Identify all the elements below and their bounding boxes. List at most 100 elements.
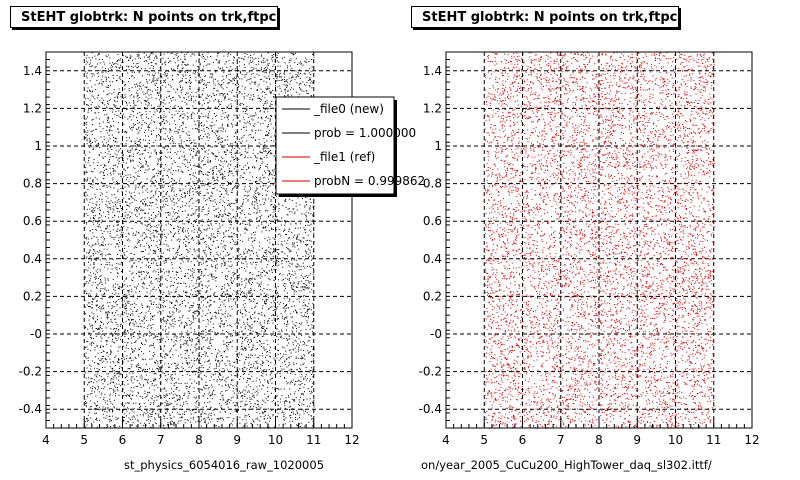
data-point (123, 406, 125, 408)
data-point (294, 383, 296, 385)
data-point (252, 165, 254, 167)
data-point (145, 249, 147, 251)
data-point (193, 113, 195, 115)
data-point (183, 123, 184, 125)
data-point (101, 244, 103, 246)
data-point (108, 71, 110, 72)
data-point (289, 80, 291, 82)
data-point (105, 282, 107, 284)
data-point (240, 293, 242, 295)
data-point (196, 190, 198, 192)
data-point (306, 345, 308, 347)
data-point (179, 180, 181, 182)
data-point (178, 247, 180, 249)
data-point (211, 74, 213, 76)
data-point (96, 286, 97, 288)
data-point (172, 311, 174, 313)
data-point (269, 279, 271, 281)
data-point (156, 236, 158, 238)
data-point (137, 175, 139, 177)
data-point (264, 300, 266, 302)
data-point (96, 80, 98, 82)
data-point (165, 375, 167, 377)
data-point (182, 220, 184, 221)
data-point (164, 396, 166, 398)
data-point (103, 417, 105, 419)
data-point (234, 203, 236, 204)
data-point (279, 76, 280, 78)
data-point (115, 62, 117, 64)
data-point (289, 381, 291, 383)
data-point (248, 190, 250, 192)
data-point (152, 67, 154, 69)
data-point (246, 425, 248, 427)
data-point (207, 402, 209, 404)
data-point (163, 182, 165, 184)
data-point (243, 373, 245, 375)
data-point (158, 224, 160, 226)
data-point (95, 328, 97, 329)
data-point (144, 393, 146, 395)
data-point (168, 290, 170, 292)
data-point (210, 254, 212, 256)
data-point (170, 315, 172, 317)
data-point (97, 54, 99, 56)
data-point (120, 157, 122, 159)
data-point (139, 206, 141, 208)
data-point (246, 80, 248, 82)
data-point (108, 121, 110, 123)
data-point (109, 421, 111, 423)
data-point (119, 76, 121, 78)
data-point (174, 54, 176, 56)
data-point (142, 166, 144, 168)
data-point (194, 329, 196, 331)
data-point (158, 413, 160, 415)
data-point (166, 157, 168, 159)
data-point (182, 211, 184, 212)
data-point (270, 362, 272, 364)
data-point (242, 337, 243, 339)
data-point (92, 324, 93, 326)
data-point (155, 153, 157, 155)
data-point (165, 341, 167, 343)
data-point (94, 106, 96, 108)
data-point (150, 426, 152, 428)
data-point (191, 238, 193, 240)
data-point (178, 95, 180, 97)
data-point (166, 237, 168, 239)
data-point (239, 104, 241, 106)
data-point (95, 356, 96, 358)
data-point (261, 91, 263, 93)
data-point (116, 284, 118, 286)
data-point (267, 63, 269, 65)
data-point (162, 283, 164, 285)
data-point (246, 386, 248, 388)
data-point (263, 369, 265, 370)
data-point (139, 323, 141, 325)
data-point (234, 410, 236, 412)
data-point (137, 85, 138, 87)
data-point (230, 266, 232, 267)
data-point (144, 139, 146, 141)
data-point (294, 391, 296, 393)
data-point (187, 232, 189, 234)
data-point (313, 315, 315, 316)
data-point (294, 79, 296, 81)
data-point (193, 139, 195, 141)
data-point (288, 221, 290, 223)
data-point (299, 322, 301, 324)
data-point (162, 403, 164, 405)
data-point (159, 367, 161, 369)
data-point (226, 356, 228, 358)
data-point (195, 200, 197, 202)
data-point (138, 57, 140, 59)
data-point (204, 268, 206, 270)
data-point (116, 230, 118, 232)
data-point (199, 64, 201, 66)
data-point (209, 168, 211, 170)
data-point (259, 79, 261, 80)
data-point (146, 335, 148, 336)
data-point (227, 261, 229, 263)
data-point (86, 132, 88, 133)
data-point (200, 372, 202, 374)
